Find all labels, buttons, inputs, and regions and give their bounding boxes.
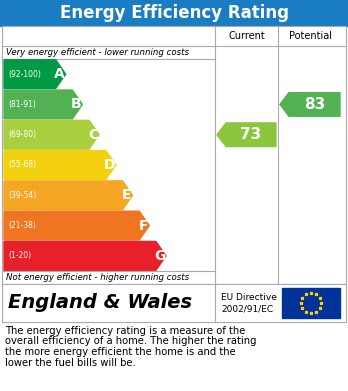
Text: (55-68): (55-68) — [8, 160, 36, 170]
Text: C: C — [88, 128, 98, 142]
Polygon shape — [280, 93, 340, 116]
Bar — [2, 26, 346, 284]
Polygon shape — [217, 123, 276, 147]
Text: D: D — [104, 158, 116, 172]
Polygon shape — [4, 90, 82, 119]
Text: (39-54): (39-54) — [8, 191, 36, 200]
Text: (92-100): (92-100) — [8, 70, 41, 79]
Polygon shape — [4, 60, 66, 88]
Text: E: E — [122, 188, 131, 202]
Text: B: B — [71, 97, 82, 111]
Text: 2002/91/EC: 2002/91/EC — [221, 305, 273, 314]
Text: (1-20): (1-20) — [8, 251, 31, 260]
Text: Current: Current — [228, 31, 265, 41]
Polygon shape — [4, 181, 133, 210]
Text: EU Directive: EU Directive — [221, 292, 277, 301]
Text: overall efficiency of a home. The higher the rating: overall efficiency of a home. The higher… — [5, 337, 256, 346]
Text: (81-91): (81-91) — [8, 100, 36, 109]
Text: 73: 73 — [240, 127, 262, 142]
Polygon shape — [4, 242, 166, 270]
Text: lower the fuel bills will be.: lower the fuel bills will be. — [5, 357, 136, 368]
Polygon shape — [4, 120, 99, 149]
Bar — [2, 284, 346, 322]
Polygon shape — [4, 151, 116, 179]
Text: the more energy efficient the home is and the: the more energy efficient the home is an… — [5, 347, 236, 357]
Bar — [282, 288, 340, 318]
Text: G: G — [154, 249, 166, 263]
Text: Potential: Potential — [290, 31, 332, 41]
Text: Not energy efficient - higher running costs: Not energy efficient - higher running co… — [6, 273, 189, 282]
Text: Very energy efficient - lower running costs: Very energy efficient - lower running co… — [6, 48, 189, 57]
Text: F: F — [139, 219, 148, 233]
Text: (21-38): (21-38) — [8, 221, 36, 230]
Text: 83: 83 — [304, 97, 325, 112]
Text: Energy Efficiency Rating: Energy Efficiency Rating — [60, 4, 288, 22]
Text: The energy efficiency rating is a measure of the: The energy efficiency rating is a measur… — [5, 326, 245, 336]
Text: (69-80): (69-80) — [8, 130, 36, 139]
Text: A: A — [54, 67, 65, 81]
Bar — [0, 0, 348, 26]
Polygon shape — [4, 211, 149, 240]
Text: England & Wales: England & Wales — [8, 294, 192, 312]
